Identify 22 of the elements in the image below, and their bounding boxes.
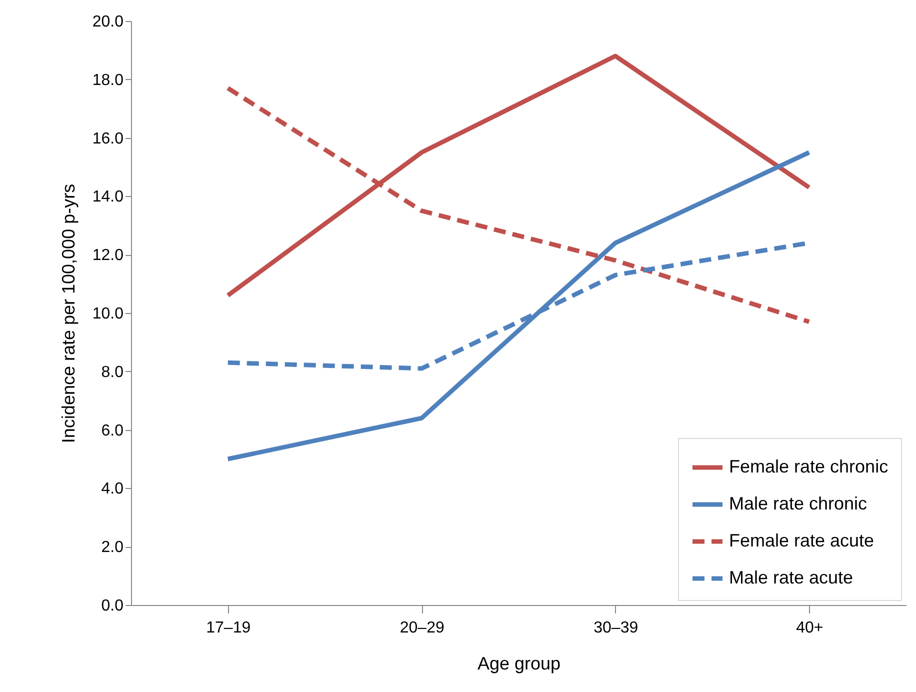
y-tick-label: 0.0 xyxy=(101,598,124,614)
x-tick-label: 17–19 xyxy=(206,620,251,636)
legend-label: Male rate acute xyxy=(729,568,854,588)
legend-label: Female rate chronic xyxy=(729,456,888,476)
legend-label: Male rate chronic xyxy=(729,494,868,514)
y-tick-label: 8.0 xyxy=(101,364,124,381)
x-tick-label: 20–29 xyxy=(400,620,444,636)
legend-label: Female rate acute xyxy=(729,530,874,550)
y-tick-label: 18.0 xyxy=(92,72,124,89)
y-tick-label: 4.0 xyxy=(101,480,124,498)
y-axis-title: Incidence rate per 100,000 p-yrs xyxy=(58,184,78,444)
y-tick-label: 16.0 xyxy=(92,130,124,148)
y-tick-label: 2.0 xyxy=(101,539,124,556)
x-tick-label: 30–39 xyxy=(594,620,638,636)
y-tick-label: 6.0 xyxy=(101,422,124,440)
line-series xyxy=(226,150,812,462)
x-axis-title: Age group xyxy=(477,654,561,674)
y-tick-label: 14.0 xyxy=(92,188,124,206)
y-tick-label: 20.0 xyxy=(92,14,124,30)
x-tick-label: 40+ xyxy=(796,620,824,636)
y-tick-label: 10.0 xyxy=(92,306,124,322)
y-tick-label: 12.0 xyxy=(92,247,124,264)
